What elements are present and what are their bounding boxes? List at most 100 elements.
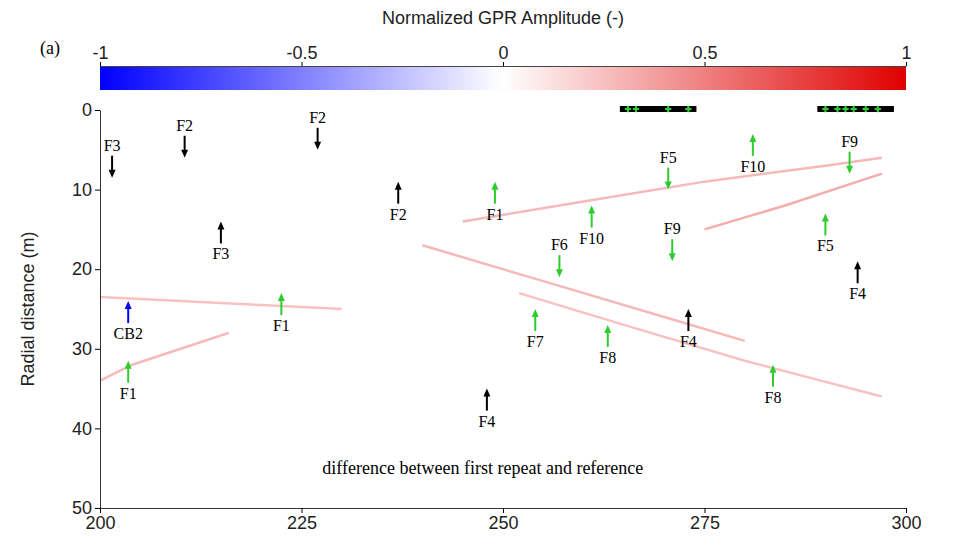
arrow-label: CB2 [114, 325, 143, 342]
x-tick: 225 [287, 508, 317, 533]
arrow-group: F6 [551, 236, 568, 277]
reflector [100, 297, 342, 309]
top-bar-marker [665, 106, 671, 112]
plot-background [100, 110, 906, 508]
top-bar [620, 106, 697, 112]
arrow-label: F5 [817, 237, 834, 254]
x-tick-label: 300 [891, 513, 921, 533]
arrow-group: F1 [273, 293, 290, 334]
arrow [687, 316, 689, 331]
arrow-label: F1 [486, 206, 503, 223]
arrow [494, 189, 496, 204]
arrow-group: F9 [841, 133, 858, 174]
arrow-group: F5 [817, 213, 834, 254]
arrow-head [588, 206, 595, 214]
arrow-label: F7 [527, 333, 544, 350]
arrow-head [125, 361, 132, 369]
arrow [280, 300, 282, 315]
x-tick: 300 [891, 508, 921, 533]
x-tick: 275 [690, 508, 720, 533]
arrow-group: F1 [486, 182, 503, 223]
y-tick: 30 [72, 339, 100, 359]
reflectors [100, 158, 882, 397]
arrow-group: F2 [309, 109, 326, 150]
arrow [607, 332, 609, 347]
y-tick: 10 [72, 180, 100, 200]
arrows: F3F2F2F2F3CB2F1F1F1F4F10F5F6F7F8F9F4F10F… [104, 109, 866, 430]
arrow-head [314, 142, 321, 150]
arrow-group: F4 [849, 261, 866, 302]
x-tick: 250 [488, 508, 518, 533]
top-bar-marker [863, 106, 869, 112]
x-tick-label: 250 [488, 513, 518, 533]
arrow [752, 141, 754, 156]
arrow-head [854, 261, 861, 269]
reflector [519, 293, 882, 396]
arrow-group: F4 [478, 389, 495, 430]
arrow-head [395, 182, 402, 190]
y-tick-mark [95, 349, 100, 350]
arrow-head [604, 325, 611, 333]
arrow-group: F2 [176, 117, 193, 158]
arrow-label: F6 [551, 236, 568, 253]
arrow-head [125, 301, 132, 309]
y-tick-label: 0 [82, 100, 92, 120]
arrow-head [822, 213, 829, 221]
annotation: difference between first repeat and refe… [322, 458, 643, 478]
arrow-head [532, 309, 539, 317]
arrow-label: F5 [660, 149, 677, 166]
colorbar-tick: 0 [498, 43, 508, 66]
y-axis-title: Radial distance (m) [18, 231, 38, 386]
colorbar-tick-label: -0.5 [286, 43, 317, 63]
arrow-head [770, 365, 777, 373]
arrow-label: F4 [478, 413, 495, 430]
arrow [127, 368, 129, 383]
y-tick-mark [95, 190, 100, 191]
arrow-head [483, 389, 490, 397]
y-tick-label: 30 [72, 339, 92, 359]
y-tick-label: 40 [72, 419, 92, 439]
arrow-group: F7 [527, 309, 544, 350]
arrow-label: F8 [599, 349, 616, 366]
arrow-label: F2 [390, 206, 407, 223]
colorbar-tick: 0.5 [692, 43, 717, 66]
y-axis: 01020304050 [72, 100, 101, 518]
x-tick-label: 225 [287, 513, 317, 533]
colorbar-tick-label: 1 [901, 43, 911, 63]
arrow [111, 156, 113, 171]
top-bar-marker [842, 106, 848, 112]
arrow-label: F8 [765, 389, 782, 406]
colorbar-tick-label: 0 [498, 43, 508, 63]
y-tick-mark [95, 428, 100, 429]
arrow-group: CB2 [114, 301, 143, 342]
top-bar-marker [685, 106, 691, 112]
colorbar-tick-label: -1 [92, 43, 108, 63]
y-tick-mark [95, 110, 100, 111]
top-bar-marker [633, 106, 639, 112]
colorbar [100, 66, 906, 90]
top-bars [620, 106, 894, 112]
reflector [463, 158, 882, 222]
colorbar-axis-line [101, 66, 907, 67]
arrow-head [685, 309, 692, 317]
y-tick: 40 [72, 419, 100, 439]
chart: Normalized GPR Amplitude (-)-1-0.500.51(… [0, 0, 958, 549]
arrow [667, 168, 669, 183]
arrow [772, 372, 774, 387]
reflector [705, 174, 882, 230]
arrow-head [846, 166, 853, 174]
y-tick-label: 10 [72, 180, 92, 200]
arrow-head [665, 182, 672, 190]
arrow-label: F2 [309, 109, 326, 126]
arrow [220, 228, 222, 243]
y-tick: 20 [72, 259, 100, 279]
arrow [558, 255, 560, 270]
top-bar-marker [834, 106, 840, 112]
colorbar-tick: -1 [92, 43, 108, 66]
y-axis-line [100, 111, 101, 509]
arrow-group: F8 [765, 365, 782, 406]
top-bar-marker [625, 106, 631, 112]
colorbar-title: Normalized GPR Amplitude (-) [382, 8, 624, 28]
arrow-group: F2 [390, 182, 407, 223]
arrow-label: F4 [849, 285, 866, 302]
